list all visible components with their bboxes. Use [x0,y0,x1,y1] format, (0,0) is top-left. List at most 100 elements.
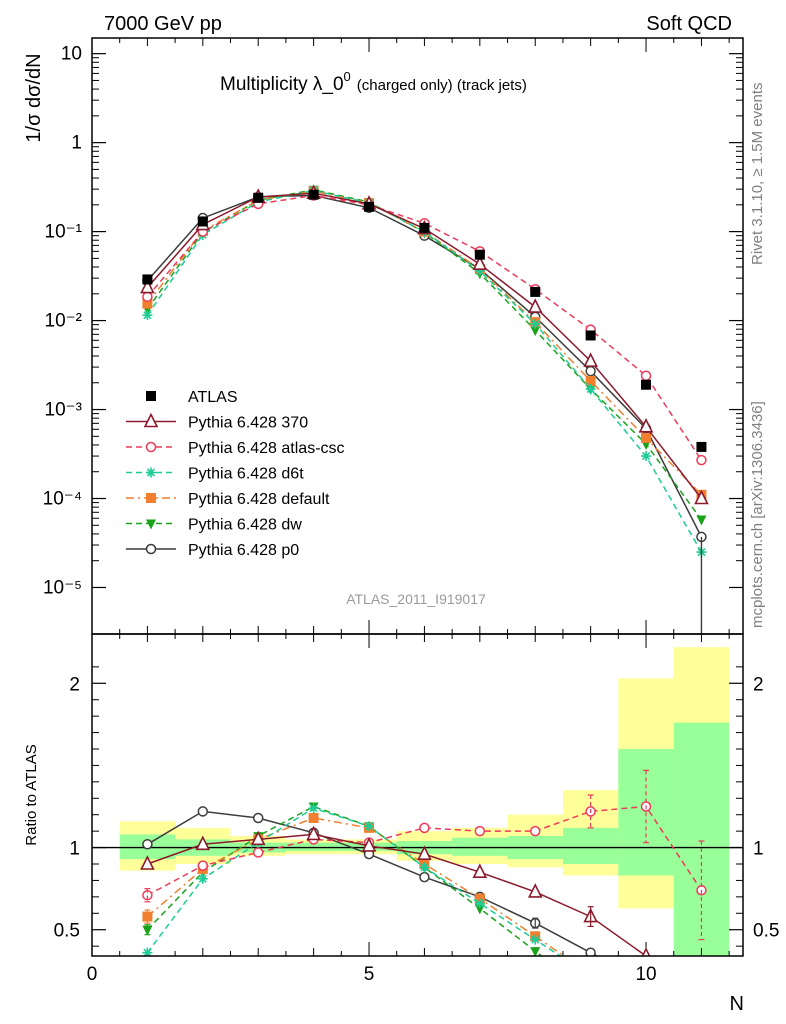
band-inner-bin [452,837,508,856]
series-ATLAS [142,189,707,452]
chart-title: Multiplicity λ_00 (charged only) (track j… [220,69,527,95]
ratio-point-d6t [142,947,153,956]
ratio-y-tick-label: 1 [69,839,80,860]
ratio-y-tick-label: 2 [69,674,80,695]
data-point-d6t [585,384,596,395]
ratio-point-p370 [641,947,651,956]
ratio-axis-ticks: 0.5 0.5 1 1 2 2 0 5 10 [54,634,779,985]
ratio-point-atlas_csc [197,860,209,871]
ratio-panel-frame [91,633,744,957]
data-point-p370 [583,352,598,367]
legend-item-default: Pythia 6.428 default [126,491,330,508]
legend-item-ATLAS: ATLAS [146,389,238,406]
x-tick-label: 10 [635,964,656,985]
data-point-ATLAS [308,189,319,200]
ratio-point-p0 [419,871,430,883]
legend-marker-atlas_csc [145,441,157,453]
legend-marker-d6t [146,467,156,478]
data-point-p370 [638,417,654,433]
data-point-d6t [142,310,153,321]
ratio-panel-series [140,769,707,956]
mcplots-label: mcplots.cern.ch [arXiv:1306.3436] [749,401,766,628]
y-axis-label-top: 1/σ dσ/dN [23,53,45,142]
y-tick-label: 10⁻⁵ [43,577,82,598]
y-tick-label: 10 [61,44,82,65]
y-axis-label-ratio: Ratio to ATLAS [23,744,40,845]
ratio-point-d6t [419,862,430,873]
legend-marker-ATLAS [146,391,156,401]
ratio-point-p0 [252,812,264,824]
x-axis-label: N [730,993,744,1015]
ratio-point-default [308,813,319,823]
ratio-y-tick-label-right: 0.5 [753,921,779,942]
legend-item-p0: Pythia 6.428 p0 [126,542,299,559]
legend-label: Pythia 6.428 default [188,491,330,508]
legend-marker-p0 [145,543,157,555]
data-point-d6t [641,451,652,462]
data-point-p370 [527,298,543,313]
ratio-point-p0 [585,947,596,956]
ratio-point-dw [530,947,541,956]
top-axis-ticks: 10 1 10⁻¹ 10⁻² 10⁻³ 10⁻⁴ 10⁻⁵ [43,38,743,634]
data-point-d6t [530,318,541,329]
data-point-default [142,298,153,309]
ratio-point-d6t [530,934,541,945]
x-tick-label: 0 [87,964,98,985]
data-point-p0 [585,365,596,377]
ratio-point-p370 [306,825,321,841]
legend-label: ATLAS [188,389,238,406]
ratio-y-tick-label-right: 1 [753,839,764,860]
band-inner-bin [285,842,342,851]
legend-item-d6t: Pythia 6.428 d6t [126,466,304,483]
ratio-point-p370 [250,830,266,846]
ratio-point-p0 [142,839,153,850]
legend-marker-default [146,493,156,503]
y-tick-label: 10⁻⁴ [43,489,82,510]
legend-item-dw: Pythia 6.428 dw [126,517,302,534]
data-point-ATLAS [585,330,596,341]
ratio-point-atlas_csc [252,847,264,858]
y-tick-label: 10⁻¹ [45,222,83,243]
rivet-label: Rivet 3.1.10, ≥ 1.5M events [749,83,766,266]
ratio-point-p370 [195,835,211,851]
legend-marker-dw [146,519,156,530]
y-tick-label: 10⁻² [45,311,83,332]
ratio-point-d6t [474,898,485,909]
ratio-y-tick-label-right: 2 [753,674,764,695]
legend-label: Pythia 6.428 p0 [188,542,299,559]
series-line-p0 [146,194,703,538]
y-tick-label: 10⁻³ [45,400,83,421]
data-point-ATLAS [142,274,153,285]
chart-title-extra: (charged only) (track jets) [357,77,527,94]
top-panel-series [140,184,709,634]
series-p0 [142,190,707,543]
ratio-point-atlas_csc [419,822,430,834]
data-point-p370 [694,489,709,505]
data-point-atlas_csc [640,370,652,381]
ratio-line-default [146,817,566,956]
data-point-dw [530,326,541,337]
series-line-d6t [146,189,703,553]
legend: ATLAS Pythia 6.428 370 Pythia 6.428 atlas-… [126,389,345,559]
data-point-ATLAS [474,249,485,260]
ratio-point-p370 [361,837,377,852]
chart-title-main: Multiplicity λ_0 [220,74,344,95]
ratio-point-p370 [472,863,488,879]
ratio-point-p370 [417,845,432,860]
ratio-point-d6t [364,821,375,832]
ratio-point-p0 [197,806,209,817]
ratio-point-d6t [308,803,319,814]
band-inner-bin [618,749,674,876]
ratio-y-tick-label: 0.5 [54,921,80,942]
y-tick-label: 1 [71,133,82,154]
ratio-series-p370 [140,825,651,956]
data-point-dw [696,515,707,526]
ratio-point-d6t [197,873,208,884]
ratio-line-dw [146,805,543,956]
legend-label: Pythia 6.428 d6t [188,466,304,483]
x-tick-label: 5 [364,964,375,985]
ratio-point-p370 [527,883,543,898]
legend-label: Pythia 6.428 dw [188,517,302,534]
data-point-default [641,432,652,443]
ratio-point-atlas_csc [529,825,541,837]
